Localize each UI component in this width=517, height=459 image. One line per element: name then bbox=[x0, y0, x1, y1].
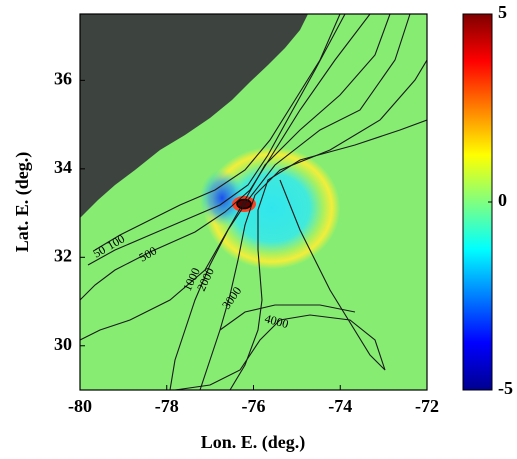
y-axis-label: Lat. E. (deg.) bbox=[12, 152, 33, 253]
x-tick-label: -76 bbox=[242, 396, 266, 416]
contour bbox=[94, 14, 341, 251]
contour bbox=[80, 14, 391, 341]
anomaly-trough bbox=[200, 170, 244, 226]
colorbar-tick-label: 5 bbox=[498, 2, 507, 22]
contour bbox=[219, 304, 356, 331]
colorbar-tick-label: -5 bbox=[498, 378, 513, 398]
x-tick-label: -74 bbox=[328, 396, 352, 416]
contour-labels: 50 100 500 1000 2000 3000 4000 bbox=[91, 231, 291, 331]
y-tick-label: 34 bbox=[54, 157, 72, 177]
x-tick-label: -72 bbox=[415, 396, 439, 416]
x-tick-label: -80 bbox=[68, 396, 92, 416]
y-tick-label: 30 bbox=[54, 334, 72, 354]
contour bbox=[169, 14, 411, 390]
contour bbox=[174, 179, 386, 390]
contour-label: 4000 bbox=[263, 311, 290, 331]
colorbar bbox=[462, 13, 493, 391]
colorbar-tick-label: 0 bbox=[498, 190, 507, 210]
x-axis-label: Lon. E. (deg.) bbox=[201, 432, 306, 453]
map-area bbox=[80, 14, 427, 390]
contour bbox=[199, 59, 427, 390]
contour bbox=[229, 119, 427, 390]
contour bbox=[87, 14, 346, 266]
contour bbox=[80, 14, 371, 301]
anomaly-core bbox=[236, 198, 252, 210]
anomaly bbox=[204, 147, 340, 269]
x-tick-label: -78 bbox=[155, 396, 179, 416]
land bbox=[80, 14, 308, 218]
y-tick-label: 36 bbox=[54, 68, 72, 88]
y-tick-label: 32 bbox=[54, 245, 72, 265]
